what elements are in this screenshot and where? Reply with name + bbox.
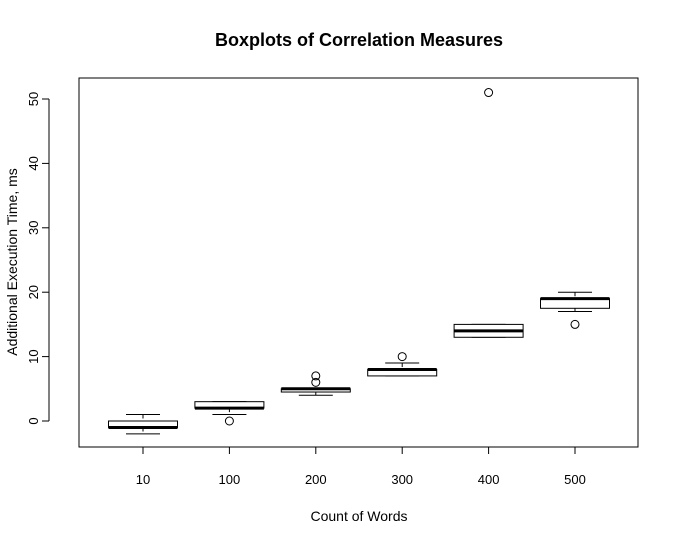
x-axis: 10 100 200 300 400 500 — [136, 446, 586, 487]
box-400 — [453, 88, 524, 338]
y-axis-label: Additional Execution Time, ms — [4, 168, 20, 356]
outlier-point — [397, 352, 407, 362]
y-tick-label: 30 — [26, 221, 41, 235]
x-tick-label: 10 — [136, 472, 150, 487]
x-tick-label: 100 — [219, 472, 241, 487]
x-tick-label: 300 — [391, 472, 413, 487]
y-tick-label: 0 — [26, 417, 41, 424]
box-200 — [280, 371, 351, 396]
y-axis: 0 10 20 30 40 50 — [26, 92, 50, 425]
x-axis-label: Count of Words — [310, 508, 407, 524]
outlier-point — [224, 416, 234, 426]
outlier-point — [484, 88, 494, 98]
x-tick-label: 500 — [564, 472, 586, 487]
box-300 — [367, 352, 438, 377]
y-tick-label: 10 — [26, 349, 41, 363]
outlier-point — [311, 371, 321, 381]
boxes-group — [108, 88, 610, 435]
x-tick-label: 400 — [478, 472, 500, 487]
outlier-point — [570, 319, 580, 329]
chart-title: Boxplots of Correlation Measures — [215, 30, 503, 50]
y-tick-label: 20 — [26, 285, 41, 299]
outlier-point — [311, 377, 321, 387]
plot-frame — [78, 77, 639, 448]
box-100 — [194, 401, 265, 426]
y-tick-label: 40 — [26, 156, 41, 170]
box-500 — [540, 291, 610, 329]
y-tick-label: 50 — [26, 92, 41, 106]
x-tick-label: 200 — [305, 472, 327, 487]
box-10 — [108, 414, 178, 435]
